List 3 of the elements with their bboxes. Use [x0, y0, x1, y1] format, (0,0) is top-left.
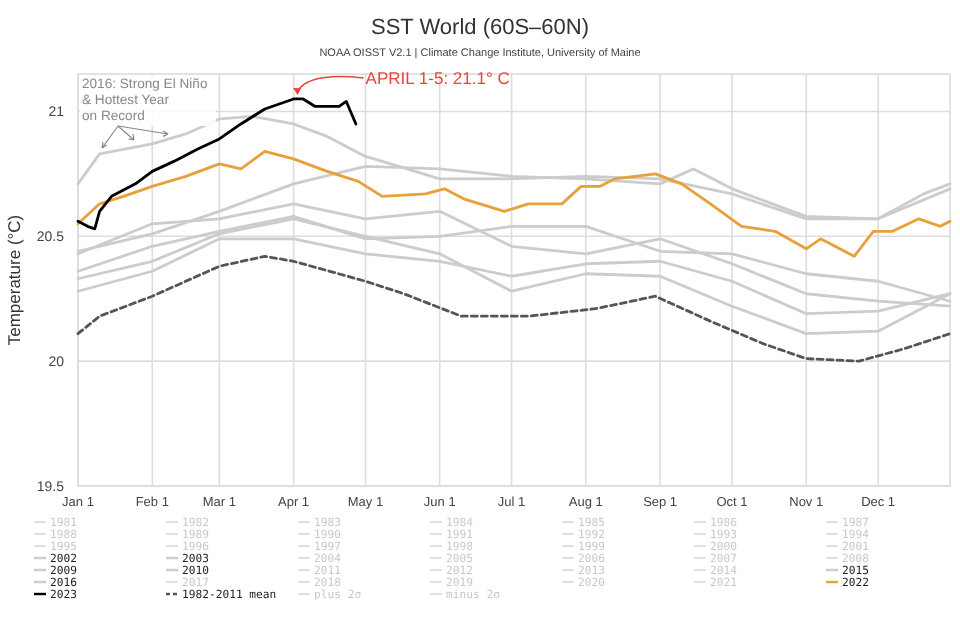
y-axis-title: Temperature (°C): [4, 214, 24, 346]
chart-title: SST World (60S–60N): [370, 16, 590, 40]
annotation: APRIL 1-5: 21.1° C: [365, 68, 510, 88]
